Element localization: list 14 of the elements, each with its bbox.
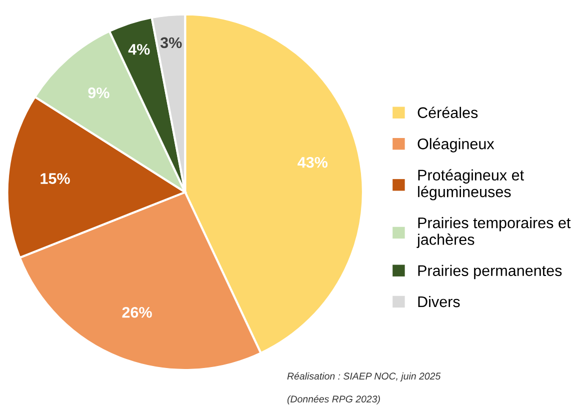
legend-label: Prairies temporaires et jachères (416, 217, 571, 248)
data-label: 43% (298, 156, 328, 168)
data-label: 4% (128, 44, 150, 55)
legend-label: Céréales (418, 106, 478, 118)
data-label: 3% (160, 37, 182, 48)
data-label: 15% (40, 173, 70, 184)
legend-label: Prairies permanentes (418, 264, 562, 280)
legend-label: Protéagineux et légumineuses (418, 169, 524, 200)
legend-label: Oléagineux (418, 138, 494, 152)
data-label: 9% (88, 87, 110, 98)
data-label: 26% (122, 306, 152, 318)
text: Réalisation : SIAEP NOC, juin 2025 (287, 372, 441, 382)
text: (Données RPG 2023) (287, 395, 380, 404)
legend-label: Divers (418, 296, 460, 308)
